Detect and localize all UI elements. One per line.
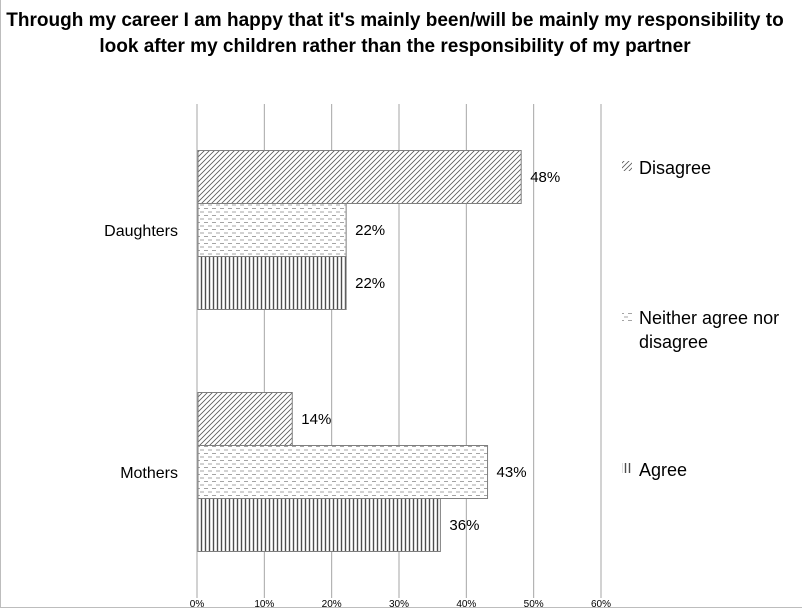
x-tick-label: 30% — [389, 599, 409, 609]
legend-label: Disagree — [639, 158, 711, 178]
legend-swatch-diagonal — [622, 161, 632, 171]
legend-label: Agree — [639, 460, 687, 480]
legend-swatch-dashes — [622, 311, 632, 321]
data-label: 14% — [301, 411, 331, 428]
data-label: 36% — [449, 517, 479, 534]
data-label: 22% — [355, 222, 385, 239]
data-label: 48% — [530, 169, 560, 186]
bar-diagonal — [197, 392, 293, 446]
bar-vertical — [197, 256, 347, 310]
legend-label: Neither agree nor disagree — [639, 308, 779, 352]
x-tick-label: 50% — [524, 599, 544, 609]
chart-title: Through my career I am happy that it's m… — [6, 10, 784, 57]
x-tick-label: 10% — [254, 599, 274, 609]
bar-dashes — [197, 445, 489, 499]
x-tick-label: 40% — [456, 599, 476, 609]
data-label: 43% — [497, 464, 527, 481]
x-tick-label: 20% — [322, 599, 342, 609]
legend-swatch-vertical — [622, 463, 632, 473]
x-tick-label: 60% — [591, 599, 611, 609]
category-label: Daughters — [104, 223, 178, 240]
bar-diagonal — [197, 150, 522, 204]
bar-dashes — [197, 203, 347, 257]
x-tick-label: 0% — [190, 599, 205, 609]
category-label: Mothers — [120, 465, 178, 482]
data-label: 22% — [355, 275, 385, 292]
bar-vertical — [197, 498, 441, 552]
